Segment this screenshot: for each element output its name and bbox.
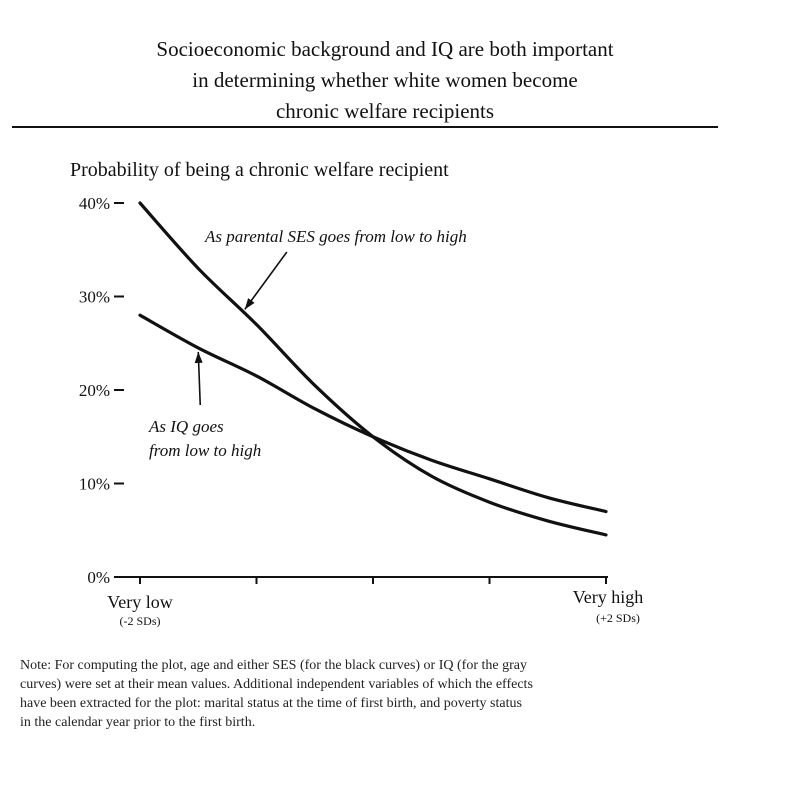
annotation-label: As parental SES goes from low to high [204,227,467,246]
x-label-high-sub: (+2 SDs) [596,611,640,625]
annotation-label: As IQ goes [148,417,224,436]
x-label-low: Very low [107,592,173,612]
note-line: curves) were set at their mean values. A… [20,677,533,692]
title-line: in determining whether white women becom… [192,68,578,92]
series-line-ses [138,201,608,537]
title-rule [12,126,718,128]
annotations: As parental SES goes from low to high As … [148,227,467,460]
y-axis-label: Probability of being a chronic welfare r… [70,159,449,181]
y-axis: 0% 10% 20% 30% 40% [79,194,124,587]
annotation-label: from low to high [149,441,261,460]
title-line: Socioeconomic background and IQ are both… [156,37,614,61]
y-tick-label: 30% [79,288,110,307]
annotation-arrow [244,251,288,310]
figure-title: Socioeconomic background and IQ are both… [40,34,730,127]
y-tick-label: 10% [79,475,110,494]
series-line-iq [138,313,608,514]
series-group [138,201,608,537]
note-line: have been extracted for the plot: marita… [20,696,522,711]
annotation-arrowhead [194,351,203,364]
title-line: chronic welfare recipients [275,99,495,123]
annotation-arrowhead [244,298,255,310]
x-label-low-sub: (-2 SDs) [120,614,161,628]
note-line: in the calendar year prior to the first … [20,715,256,730]
y-tick-label: 40% [79,194,110,213]
note-line: Note: For computing the plot, age and ei… [20,658,527,673]
figure-note: Note: For computing the plot, age and ei… [20,656,710,732]
y-tick-label: 0% [87,568,110,587]
y-tick-label: 20% [79,381,110,400]
x-label-high: Very high [573,587,644,607]
x-axis: Very low (-2 SDs) Very high (+2 SDs) [107,576,644,628]
